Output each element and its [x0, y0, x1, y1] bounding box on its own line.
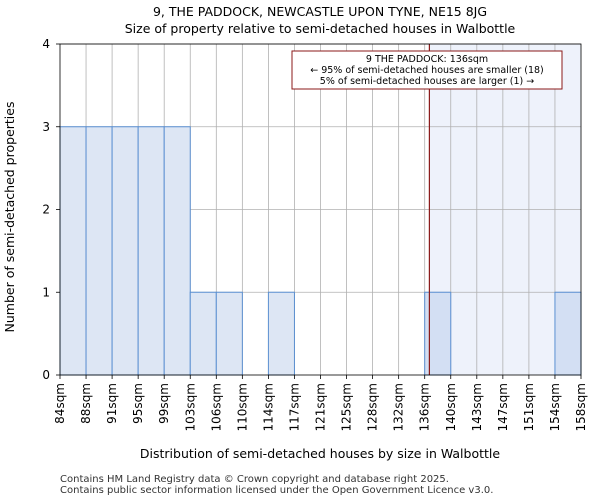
bar-88sqm [85, 126, 113, 376]
chart-subtitle: Size of property relative to semi-detach… [125, 21, 516, 36]
x-tick-label-121sqm: 121sqm [314, 383, 328, 431]
x-tick-label-103sqm: 103sqm [183, 383, 197, 431]
x-tick-label-128sqm: 128sqm [366, 383, 380, 431]
x-tick-label-114sqm: 114sqm [261, 383, 275, 431]
x-tick-label-154sqm: 154sqm [548, 383, 562, 431]
x-tick-label-110sqm: 110sqm [235, 383, 249, 431]
x-axis-label: Distribution of semi-detached houses by … [140, 446, 500, 461]
x-tick-label-117sqm: 117sqm [287, 383, 301, 431]
bar-106sqm [215, 291, 243, 376]
x-tick-label-151sqm: 151sqm [522, 383, 536, 431]
y-tick-label-1: 1 [42, 285, 50, 299]
x-tick-label-132sqm: 132sqm [392, 383, 406, 431]
bar-114sqm [267, 291, 295, 376]
footer-line-1: Contains HM Land Registry data © Crown c… [60, 474, 449, 485]
annotation-box [291, 50, 563, 90]
bar-99sqm [163, 126, 191, 376]
annotation-line-3: 5% of semi-detached houses are larger (1… [320, 76, 534, 87]
x-tick-label-88sqm: 88sqm [79, 383, 93, 424]
x-tick-label-125sqm: 125sqm [340, 383, 354, 431]
bar-154sqm [554, 291, 582, 376]
x-tick-label-140sqm: 140sqm [444, 383, 458, 431]
x-tick-label-106sqm: 106sqm [209, 383, 223, 431]
y-tick-label-0: 0 [42, 368, 50, 382]
x-tick-label-91sqm: 91sqm [105, 383, 119, 424]
x-tick-label-99sqm: 99sqm [157, 383, 171, 424]
annotation-line-1: 9 THE PADDOCK: 136sqm [366, 54, 488, 65]
x-tick-label-158sqm: 158sqm [574, 383, 588, 431]
footer-line-2: Contains public sector information licen… [60, 485, 493, 496]
x-tick-label-143sqm: 143sqm [470, 383, 484, 431]
bar-84sqm [59, 126, 87, 376]
y-tick-label-2: 2 [42, 203, 50, 217]
property-annotation: 9 THE PADDOCK: 136sqm ← 95% of semi-deta… [291, 50, 563, 90]
y-tick-label-3: 3 [42, 120, 50, 134]
bar-91sqm [111, 126, 139, 376]
x-tick-label-147sqm: 147sqm [496, 383, 510, 431]
bar-136sqm [424, 291, 452, 376]
x-tick-label-95sqm: 95sqm [131, 383, 145, 424]
bar-95sqm [137, 126, 165, 376]
y-tick-label-4: 4 [42, 37, 50, 51]
x-tick-label-84sqm: 84sqm [53, 383, 67, 424]
y-axis-label: Number of semi-detached properties [2, 102, 17, 333]
x-tick-label-136sqm: 136sqm [418, 383, 432, 431]
bar-103sqm [189, 291, 217, 376]
annotation-line-2: ← 95% of semi-detached houses are smalle… [310, 65, 544, 76]
chart-title: 9, THE PADDOCK, NEWCASTLE UPON TYNE, NE1… [153, 4, 487, 19]
